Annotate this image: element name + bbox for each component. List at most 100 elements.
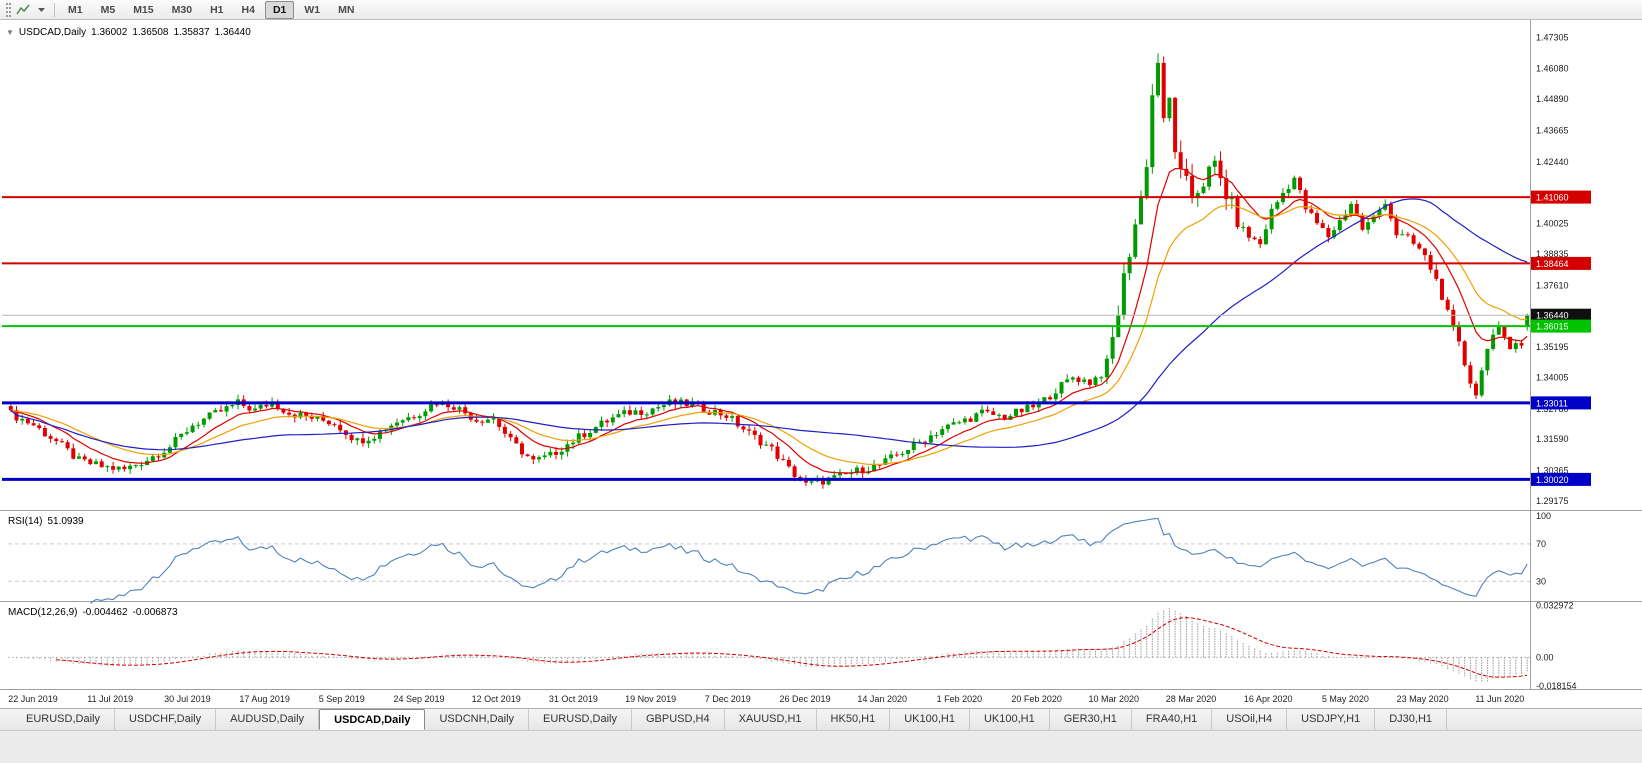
svg-text:0.032972: 0.032972 — [1536, 601, 1574, 611]
toolbar-grip[interactable] — [6, 2, 11, 17]
price-axis-labels[interactable]: 1.47305 1.46080 1.44890 1.43665 1.42440 1.400… — [1536, 32, 1569, 506]
timeframe-button-m15[interactable]: M15 — [133, 3, 154, 16]
top-toolbar: M1 M5 M15 M30 H1 H4 D1 W1 MN — [0, 0, 1642, 20]
svg-text:31 Oct 2019: 31 Oct 2019 — [549, 694, 598, 704]
svg-text:30: 30 — [1536, 576, 1546, 586]
macd-histogram — [16, 608, 1528, 683]
macd-indicator-name: MACD(12,26,9) — [8, 607, 78, 618]
svg-text:1.38464: 1.38464 — [1536, 259, 1569, 269]
svg-text:24 Sep 2019: 24 Sep 2019 — [393, 694, 444, 704]
svg-text:1.46080: 1.46080 — [1536, 64, 1569, 74]
tab-uk100-h1[interactable]: UK100,H1 — [890, 709, 970, 730]
symbol-period-label: USDCAD,Daily — [18, 27, 87, 38]
timeframe-button-h4[interactable]: H4 — [241, 3, 255, 16]
tab-uk100-h1[interactable]: UK100,H1 — [970, 709, 1050, 730]
ma-mid-orange — [10, 204, 1528, 465]
svg-text:5 Sep 2019: 5 Sep 2019 — [319, 694, 365, 704]
tab-dj30-h1[interactable]: DJ30,H1 — [1375, 709, 1448, 730]
svg-text:14 Jan 2020: 14 Jan 2020 — [857, 694, 907, 704]
tab-usdjpy-h1[interactable]: USDJPY,H1 — [1287, 709, 1376, 730]
macd-signal-line — [56, 617, 1528, 678]
svg-text:1 Feb 2020: 1 Feb 2020 — [937, 694, 983, 704]
svg-text:22 Jun 2019: 22 Jun 2019 — [8, 694, 58, 704]
svg-text:1.41060: 1.41060 — [1536, 193, 1569, 203]
timeframe-button-w1[interactable]: W1 — [304, 3, 321, 16]
timeframe-buttons: M1 M5 M15 M30 H1 H4 D1 W1 MN — [59, 0, 363, 19]
svg-text:1.33011: 1.33011 — [1536, 398, 1568, 408]
price-tag — [1531, 308, 1591, 322]
rsi-indicator-value: 51.0939 — [47, 516, 84, 527]
svg-text:16 Apr 2020: 16 Apr 2020 — [1244, 694, 1293, 704]
timeframe-button-m1[interactable]: M1 — [68, 3, 83, 16]
price-tag — [1531, 256, 1591, 270]
ohlc-high: 1.36508 — [132, 27, 169, 38]
tab-gbpusd-h4[interactable]: GBPUSD,H4 — [632, 709, 725, 730]
svg-text:1.36015: 1.36015 — [1536, 322, 1569, 332]
svg-text:28 Mar 2020: 28 Mar 2020 — [1166, 694, 1217, 704]
candles — [8, 53, 1530, 489]
svg-text:1.40025: 1.40025 — [1536, 219, 1569, 229]
svg-text:1.38835: 1.38835 — [1536, 249, 1569, 259]
svg-text:7 Dec 2019: 7 Dec 2019 — [705, 694, 751, 704]
svg-text:20 Feb 2020: 20 Feb 2020 — [1011, 694, 1062, 704]
price-tag — [1531, 472, 1591, 486]
timeframe-button-mn[interactable]: MN — [338, 3, 355, 16]
tab-ger30-h1[interactable]: GER30,H1 — [1050, 709, 1132, 730]
svg-text:10 Mar 2020: 10 Mar 2020 — [1089, 694, 1140, 704]
tab-fra40-h1[interactable]: FRA40,H1 — [1132, 709, 1213, 730]
price-tag — [1531, 319, 1591, 333]
svg-text:1.29175: 1.29175 — [1536, 496, 1569, 506]
tab-usdchf-daily[interactable]: USDCHF,Daily — [115, 709, 217, 730]
timeframe-button-h1[interactable]: H1 — [210, 3, 224, 16]
macd-value-signal: -0.006873 — [132, 607, 178, 618]
ma-slow-blue — [10, 198, 1528, 451]
tab-usoil-h4[interactable]: USOil,H4 — [1212, 709, 1288, 730]
svg-text:11 Jun 2020: 11 Jun 2020 — [1475, 694, 1524, 704]
timeframe-button-m5[interactable]: M5 — [100, 3, 116, 16]
price-tag — [1531, 396, 1591, 410]
svg-text:1.47305: 1.47305 — [1536, 32, 1569, 42]
svg-text:1.42440: 1.42440 — [1536, 157, 1569, 167]
ohlc-low: 1.35837 — [173, 27, 210, 38]
chart-area: 1.47305 1.46080 1.44890 1.43665 1.42440 1.400… — [0, 20, 1642, 708]
time-axis-labels[interactable]: 22 Jun 2019 11 Jul 2019 30 Jul 2019 17 Aug … — [8, 694, 1524, 704]
chart-title: ▼ USDCAD,Daily 1.36002 1.36508 1.35837 1.3644… — [6, 27, 256, 38]
ohlc-close: 1.36440 — [214, 27, 251, 38]
svg-text:5 May 2020: 5 May 2020 — [1322, 694, 1369, 704]
svg-text:1.34005: 1.34005 — [1536, 373, 1569, 383]
tab-usdcnh-daily[interactable]: USDCNH,Daily — [425, 709, 530, 730]
tab-eurusd-daily[interactable]: EURUSD,Daily — [529, 709, 632, 730]
tab-hk50-h1[interactable]: HK50,H1 — [817, 709, 891, 730]
price-tag — [1531, 190, 1591, 204]
tab-eurusd-daily[interactable]: EURUSD,Daily — [12, 709, 115, 730]
dropdown-arrow-icon[interactable] — [32, 2, 50, 18]
svg-text:12 Oct 2019: 12 Oct 2019 — [472, 694, 521, 704]
svg-text:1.31590: 1.31590 — [1536, 434, 1569, 444]
svg-text:1.43665: 1.43665 — [1536, 126, 1569, 136]
svg-text:1.30020: 1.30020 — [1536, 475, 1569, 485]
macd-value-main: -0.004462 — [82, 607, 128, 618]
rsi-indicator-name: RSI(14) — [8, 516, 43, 527]
chart-tab-bar: EURUSD,Daily USDCHF,Daily AUDUSD,Daily USDC… — [0, 708, 1642, 763]
svg-text:26 Dec 2019: 26 Dec 2019 — [779, 694, 830, 704]
svg-text:11 Jul 2019: 11 Jul 2019 — [87, 694, 133, 704]
svg-text:17 Aug 2019: 17 Aug 2019 — [239, 694, 290, 704]
timeframe-button-m30[interactable]: M30 — [171, 3, 193, 16]
chart-canvas[interactable]: 1.47305 1.46080 1.44890 1.43665 1.42440 1.400… — [0, 20, 1642, 708]
rsi-indicator-label: RSI(14) 51.0939 — [8, 516, 89, 527]
chart-line-icon[interactable] — [14, 2, 32, 18]
toolbar-separator — [54, 2, 55, 17]
svg-text:1.35195: 1.35195 — [1536, 342, 1569, 352]
svg-text:0.00: 0.00 — [1536, 652, 1554, 662]
timeframe-button-d1[interactable]: D1 — [264, 0, 295, 19]
one-click-trading-toggle[interactable]: ▼ — [6, 28, 14, 37]
svg-text:1.36440: 1.36440 — [1536, 311, 1569, 321]
svg-text:19 Nov 2019: 19 Nov 2019 — [625, 694, 676, 704]
svg-text:1.30365: 1.30365 — [1536, 466, 1569, 476]
svg-text:30 Jul 2019: 30 Jul 2019 — [164, 694, 211, 704]
svg-text:70: 70 — [1536, 539, 1546, 549]
tab-usdcad-daily[interactable]: USDCAD,Daily — [319, 709, 426, 730]
chart-tabs: EURUSD,Daily USDCHF,Daily AUDUSD,Daily USDC… — [0, 709, 1642, 731]
tab-xauusd-h1[interactable]: XAUUSD,H1 — [725, 709, 817, 730]
tab-audusd-daily[interactable]: AUDUSD,Daily — [216, 709, 320, 730]
